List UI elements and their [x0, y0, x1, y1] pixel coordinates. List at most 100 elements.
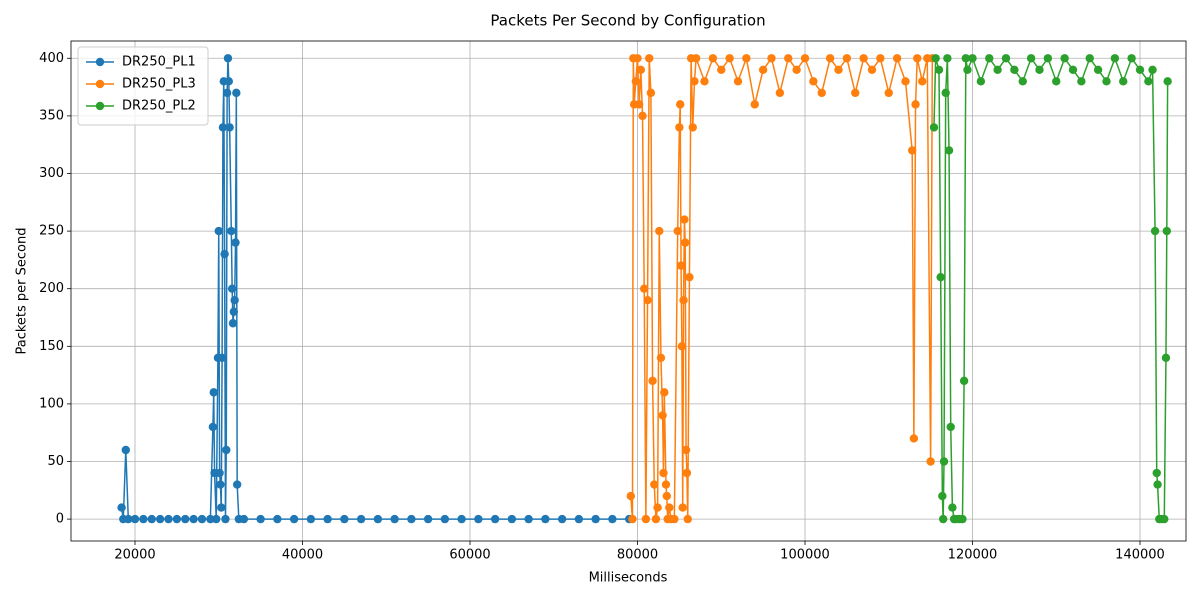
- data-point: [228, 319, 238, 328]
- data-point: [222, 445, 231, 455]
- data-point: [690, 77, 699, 86]
- data-point: [938, 514, 948, 524]
- data-point: [653, 503, 662, 512]
- data-point: [939, 457, 949, 466]
- data-point: [842, 54, 852, 63]
- data-point: [147, 514, 156, 524]
- data-point: [655, 226, 664, 236]
- data-point: [407, 514, 416, 524]
- data-point: [1035, 65, 1044, 75]
- series: [117, 54, 634, 524]
- data-point: [926, 457, 935, 466]
- data-point: [139, 514, 148, 524]
- data-point: [673, 226, 682, 236]
- data-point: [216, 480, 225, 489]
- data-point: [742, 54, 751, 63]
- data-point: [423, 514, 433, 524]
- data-point: [289, 514, 299, 524]
- x-tick-label: 80000: [617, 548, 658, 563]
- data-point: [662, 491, 672, 501]
- data-point: [792, 65, 801, 75]
- data-point: [650, 480, 659, 489]
- data-point: [758, 65, 768, 75]
- legend-label: DR250_PL2: [122, 99, 196, 114]
- data-point: [217, 503, 226, 512]
- data-point: [1052, 77, 1061, 86]
- data-point: [1127, 54, 1136, 63]
- data-point: [659, 468, 668, 478]
- data-point: [683, 514, 692, 524]
- data-point: [557, 514, 567, 524]
- data-point: [232, 480, 242, 489]
- data-point: [390, 514, 399, 524]
- data-point: [217, 353, 227, 363]
- data-point: [638, 111, 647, 121]
- data-point: [1085, 54, 1094, 63]
- y-tick-label: 200: [39, 281, 64, 296]
- data-point: [1119, 77, 1128, 86]
- data-point: [541, 514, 550, 524]
- data-point: [750, 100, 759, 109]
- data-point: [440, 514, 450, 524]
- data-point: [1043, 54, 1053, 63]
- data-point: [229, 307, 239, 316]
- data-point: [775, 88, 785, 98]
- data-point: [646, 88, 656, 98]
- data-point: [901, 77, 910, 86]
- data-point: [1152, 468, 1161, 478]
- data-point: [239, 514, 249, 524]
- data-point: [340, 514, 349, 524]
- data-point: [1010, 65, 1019, 75]
- data-point: [876, 54, 885, 63]
- data-point: [1162, 226, 1171, 236]
- data-point: [941, 88, 950, 98]
- data-point: [946, 422, 955, 432]
- data-point: [1077, 77, 1086, 86]
- y-tick-label: 150: [39, 339, 64, 354]
- data-point: [323, 514, 332, 524]
- data-point: [306, 514, 316, 524]
- data-point: [208, 422, 218, 432]
- y-tick-label: 300: [39, 166, 64, 181]
- data-point: [1060, 54, 1069, 63]
- data-point: [717, 65, 726, 75]
- y-tick-label: 400: [39, 51, 64, 66]
- legend-marker: [95, 57, 105, 67]
- data-point: [948, 503, 957, 512]
- data-point: [206, 514, 215, 524]
- data-point: [784, 54, 793, 63]
- data-point: [124, 514, 133, 524]
- data-point: [1161, 353, 1171, 363]
- data-point: [907, 146, 917, 155]
- data-point: [708, 54, 718, 63]
- data-point: [474, 514, 483, 524]
- data-point: [608, 514, 617, 524]
- data-point: [645, 54, 654, 63]
- data-point: [1102, 77, 1111, 86]
- data-point: [490, 514, 500, 524]
- data-point: [938, 491, 947, 501]
- data-point: [913, 54, 922, 63]
- data-point: [733, 77, 743, 86]
- data-point: [931, 54, 940, 63]
- data-point: [230, 296, 239, 305]
- data-point: [685, 272, 694, 282]
- data-point: [1068, 65, 1078, 75]
- legend-marker: [95, 101, 105, 111]
- data-point: [507, 514, 517, 524]
- data-point: [643, 296, 652, 305]
- data-point: [944, 146, 954, 155]
- data-point: [884, 88, 893, 98]
- data-point: [909, 434, 919, 443]
- data-point: [181, 514, 190, 524]
- data-point: [222, 88, 232, 98]
- legend-label: DR250_PL1: [122, 55, 196, 70]
- data-point: [993, 65, 1002, 75]
- data-point: [648, 376, 657, 386]
- data-point: [936, 272, 945, 282]
- data-point: [232, 88, 241, 98]
- data-point: [227, 226, 236, 236]
- data-point: [700, 77, 709, 86]
- data-point: [809, 77, 818, 86]
- data-point: [626, 491, 635, 501]
